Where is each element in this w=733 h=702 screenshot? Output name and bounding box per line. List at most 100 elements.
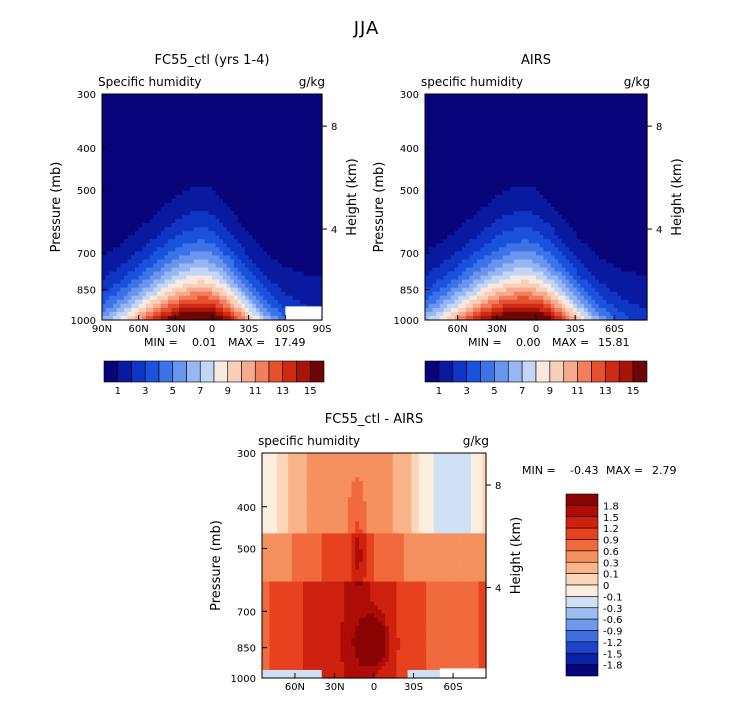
contour-cell	[458, 98, 463, 103]
contour-cell	[510, 291, 515, 297]
contour-cell	[131, 150, 136, 156]
contour-cell	[105, 150, 110, 156]
contour-cell	[495, 243, 500, 248]
contour-cell	[300, 122, 305, 127]
contour-cell	[292, 279, 297, 285]
contour-cell	[109, 150, 114, 156]
contour-cell	[179, 198, 184, 204]
contour-cell	[131, 114, 136, 119]
contour-cell	[175, 102, 180, 107]
contour-cell	[473, 150, 478, 156]
contour-cell	[179, 295, 184, 301]
contour-cell	[487, 279, 493, 285]
contour-cell	[502, 114, 507, 119]
contour-cell	[157, 146, 162, 152]
contour-cell	[517, 198, 522, 204]
contour-cell	[476, 106, 482, 111]
contour-cell	[473, 303, 478, 309]
contour-cell	[124, 239, 129, 244]
contour-cell	[274, 223, 279, 228]
contour-cell	[499, 295, 504, 301]
contour-cell	[443, 158, 448, 164]
contour-cell	[303, 271, 308, 277]
contour-cell	[197, 251, 202, 257]
lat-tick-label: 0	[209, 324, 215, 335]
contour-cell	[223, 122, 228, 127]
contour-cell	[168, 275, 173, 281]
contour-cell	[226, 303, 231, 309]
contour-cell	[292, 211, 297, 216]
contour-cell	[237, 279, 242, 285]
contour-cell	[487, 275, 493, 281]
contour-cell	[443, 243, 448, 248]
contour-cell	[142, 198, 147, 204]
contour-cell	[157, 178, 162, 184]
contour-cell	[201, 94, 206, 99]
contour-cell	[245, 102, 250, 107]
contour-cell	[458, 122, 463, 127]
contour-cell	[127, 231, 132, 236]
contour-cell	[425, 170, 430, 176]
contour-cell	[142, 94, 147, 99]
contour-cell	[439, 307, 445, 313]
contour-cell	[116, 146, 121, 152]
contour-cell	[113, 315, 118, 321]
contour-cell	[267, 207, 272, 212]
contour-cell	[234, 110, 239, 115]
contour-cell	[447, 174, 452, 180]
contour-cell	[197, 182, 202, 188]
contour-cell	[223, 211, 228, 216]
contour-cell	[186, 190, 191, 196]
contour-cell	[230, 170, 235, 176]
contour-cell	[234, 106, 239, 111]
contour-cell	[458, 178, 463, 184]
contour-cell	[491, 174, 496, 180]
contour-cell	[226, 291, 231, 297]
contour-cell	[131, 202, 136, 208]
contour-cell	[197, 110, 202, 115]
contour-cell	[135, 315, 140, 321]
contour-cell	[480, 211, 485, 216]
contour-cell	[245, 275, 250, 281]
contour-cell	[208, 227, 213, 232]
contour-cell	[499, 154, 504, 160]
contour-cell	[296, 215, 301, 220]
contour-cell	[259, 247, 264, 252]
contour-cell	[149, 126, 154, 131]
lat-tick-label: 90N	[92, 324, 112, 335]
contour-cell	[502, 275, 507, 281]
contour-cell	[193, 211, 198, 216]
contour-cell	[215, 98, 220, 103]
contour-cell	[484, 130, 489, 135]
contour-cell	[127, 142, 132, 148]
contour-cell	[285, 247, 290, 252]
contour-cell	[142, 219, 147, 224]
contour-cell	[502, 263, 507, 269]
contour-cell	[428, 247, 433, 252]
contour-cell	[484, 259, 489, 265]
contour-cell	[201, 174, 206, 180]
contour-cell	[120, 219, 125, 224]
contour-cell	[164, 247, 169, 252]
contour-cell	[127, 303, 132, 309]
contour-cell	[469, 166, 474, 172]
contour-cell	[307, 227, 312, 232]
contour-cell	[432, 227, 437, 232]
contour-cell	[160, 279, 165, 285]
contour-cell	[164, 98, 169, 103]
contour-cell	[138, 198, 143, 204]
contour-cell	[190, 243, 195, 248]
contour-cell	[248, 182, 253, 188]
contour-cell	[443, 194, 448, 200]
contour-cell	[285, 94, 290, 99]
contour-cell	[226, 126, 231, 131]
contour-cell	[311, 138, 316, 144]
contour-cell	[311, 287, 316, 293]
contour-cell	[292, 186, 297, 192]
contour-cell	[149, 247, 154, 252]
contour-cell	[142, 291, 147, 297]
contour-cell	[473, 247, 478, 252]
contour-cell	[462, 259, 467, 265]
contour-cell	[190, 251, 195, 257]
contour-cell	[307, 215, 312, 220]
